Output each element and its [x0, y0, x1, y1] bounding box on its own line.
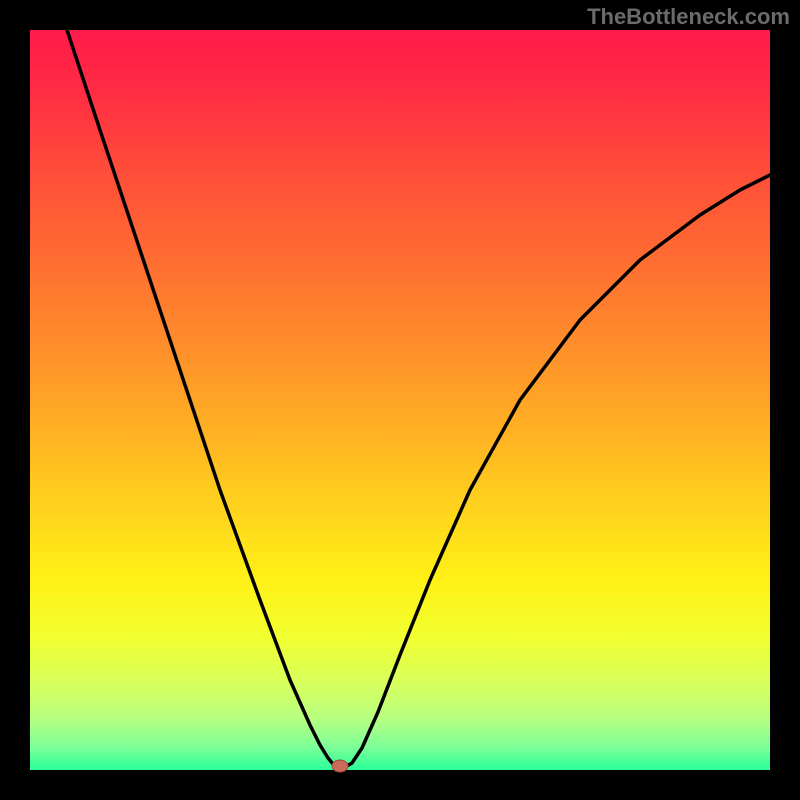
chart-container: TheBottleneck.com — [0, 0, 800, 800]
bottleneck-chart — [0, 0, 800, 800]
watermark-text: TheBottleneck.com — [587, 4, 790, 30]
optimum-marker — [332, 760, 348, 772]
